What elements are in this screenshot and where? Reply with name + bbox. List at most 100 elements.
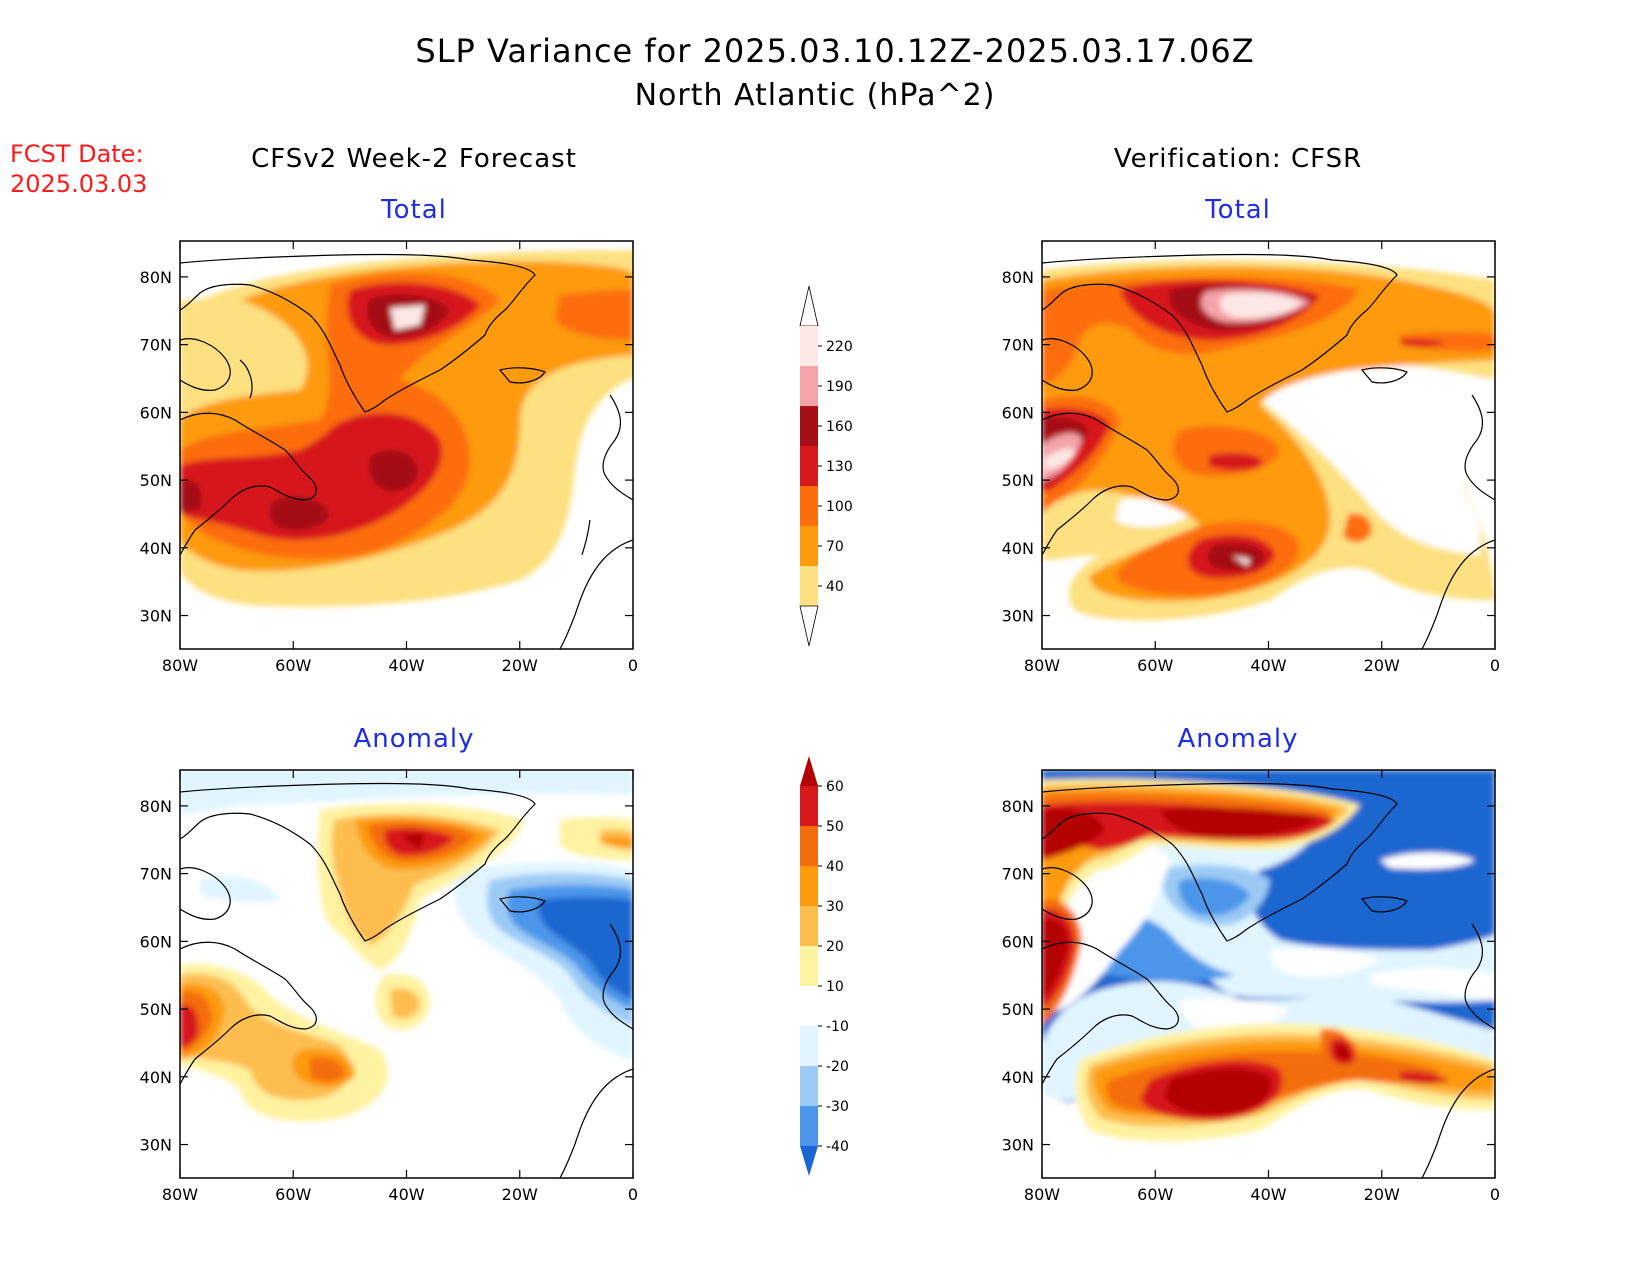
lat-tick-label: 30N	[1002, 1136, 1034, 1155]
coastline-forecast-total	[180, 253, 633, 649]
map-verification-total	[1042, 241, 1495, 649]
lon-tick-label: 80W	[162, 656, 198, 675]
colorbar-anomaly-label: -20	[826, 1059, 849, 1075]
panel-title-forecast-total: Total	[380, 195, 447, 225]
colorbar-total-label: 220	[826, 339, 853, 355]
lon-tick-label: 0	[1490, 656, 1500, 675]
lon-tick-label: 0	[1490, 1185, 1500, 1204]
colorbar-anomaly-swatch	[800, 946, 818, 986]
colorbar-anomaly-swatch	[800, 826, 818, 866]
colorbar-anomaly-swatch	[800, 906, 818, 946]
colorbar-total: 220 190 160 130 100 70 40	[799, 285, 853, 647]
figure-title-line1: SLP Variance for 2025.03.10.12Z-2025.03.…	[415, 32, 1254, 70]
panel-frames: 80N 70N 60N 50N 40N 30N 80W 60W 40W 20W 0 80N 70N 60N…	[140, 240, 1500, 1204]
axes-verification-anomaly: 80N 70N 60N 50N 40N 30N 80W 60W 40W 20W 0	[1002, 769, 1500, 1204]
colorbar-total-swatch	[800, 486, 818, 526]
axes-forecast-total: 80N 70N 60N 50N 40N 30N 80W 60W 40W 20W 0	[140, 240, 638, 675]
colorbar-total-bottom-arrow	[799, 605, 819, 647]
lon-tick-label: 20W	[502, 1185, 538, 1204]
lon-tick-label: 40W	[388, 656, 424, 675]
colorbar-total-label: 160	[826, 419, 853, 435]
figure-title-line2: North Atlantic (hPa^2)	[635, 78, 996, 113]
colorbar-anomaly-label: 30	[826, 899, 844, 915]
lon-tick-label: 60W	[1137, 1185, 1173, 1204]
panel-title-forecast-anomaly: Anomaly	[353, 724, 474, 754]
lon-tick-label: 0	[628, 656, 638, 675]
lon-tick-label: 60W	[1137, 656, 1173, 675]
lon-tick-label: 20W	[1364, 1185, 1400, 1204]
lon-tick-label: 60W	[275, 1185, 311, 1204]
colorbar-anomaly-label: -40	[826, 1139, 849, 1155]
column-title-verification: Verification: CFSR	[1114, 144, 1362, 174]
colorbar-total-swatch	[800, 326, 818, 366]
colorbar-total-label: 190	[826, 379, 853, 395]
colorbar-anomaly-swatch	[800, 786, 818, 826]
lon-tick-label: 40W	[1250, 656, 1286, 675]
map-forecast-anomaly	[180, 770, 633, 1178]
colorbar-anomaly-label: -30	[826, 1099, 849, 1115]
lat-tick-label: 80N	[1002, 268, 1034, 287]
lat-tick-label: 60N	[1002, 403, 1034, 422]
lat-tick-label: 70N	[140, 865, 172, 884]
colorbar-anomaly-top-arrow	[800, 756, 818, 786]
colorbar-total-swatch	[800, 526, 818, 566]
lat-tick-label: 80N	[140, 268, 172, 287]
colorbar-anomaly-swatch	[800, 1066, 818, 1106]
colorbar-anomaly-label: 40	[826, 859, 844, 875]
lat-tick-label: 40N	[1002, 539, 1034, 558]
lon-tick-label: 80W	[1024, 1185, 1060, 1204]
lat-tick-label: 50N	[1002, 471, 1034, 490]
colorbar-total-swatch	[800, 566, 818, 606]
lon-tick-label: 20W	[502, 656, 538, 675]
lat-tick-label: 80N	[140, 797, 172, 816]
coastline-verification-total	[1042, 253, 1495, 649]
lon-tick-label: 20W	[1364, 656, 1400, 675]
lat-tick-label: 50N	[140, 1000, 172, 1019]
lat-tick-label: 60N	[1002, 932, 1034, 951]
lon-tick-label: 80W	[162, 1185, 198, 1204]
colorbar-total-swatch	[800, 406, 818, 446]
colorbar-total-label: 40	[826, 579, 844, 595]
lat-tick-label: 60N	[140, 403, 172, 422]
colorbar-total-label: 130	[826, 459, 853, 475]
lat-tick-label: 30N	[1002, 607, 1034, 626]
column-title-forecast: CFSv2 Week-2 Forecast	[251, 144, 577, 174]
axes-verification-total: 80N 70N 60N 50N 40N 30N 80W 60W 40W 20W 0	[1002, 240, 1500, 675]
lon-tick-label: 40W	[388, 1185, 424, 1204]
panel-title-verification-anomaly: Anomaly	[1177, 724, 1298, 754]
lat-tick-label: 60N	[140, 932, 172, 951]
lat-tick-label: 40N	[140, 539, 172, 558]
axes-forecast-anomaly: 80N 70N 60N 50N 40N 30N 80W 60W 40W 20W 0	[140, 769, 638, 1204]
colorbar-total-swatch	[800, 366, 818, 406]
colorbar-anomaly-label: 50	[826, 819, 844, 835]
lat-tick-label: 70N	[1002, 865, 1034, 884]
colorbar-anomaly-swatch	[800, 1106, 818, 1146]
lon-tick-label: 60W	[275, 656, 311, 675]
colorbar-anomaly-label: -10	[826, 1019, 849, 1035]
colorbar-total-label: 70	[826, 539, 844, 555]
lat-tick-label: 40N	[140, 1068, 172, 1087]
panel-title-verification-total: Total	[1204, 195, 1271, 225]
colorbar-anomaly-label: 10	[826, 979, 844, 995]
lon-tick-label: 0	[628, 1185, 638, 1204]
lat-tick-label: 50N	[140, 471, 172, 490]
lat-tick-label: 70N	[140, 336, 172, 355]
lat-tick-label: 80N	[1002, 797, 1034, 816]
lat-tick-label: 30N	[140, 607, 172, 626]
colorbar-anomaly-bottom-arrow	[800, 1146, 818, 1176]
colorbar-anomaly-swatch	[800, 986, 818, 1026]
lat-tick-label: 40N	[1002, 1068, 1034, 1087]
coastline-verification-anomaly	[1042, 782, 1495, 1178]
coastlines	[180, 253, 1495, 1178]
map-forecast-total	[180, 241, 633, 649]
colorbar-anomaly-label: 60	[826, 779, 844, 795]
lon-tick-label: 40W	[1250, 1185, 1286, 1204]
colorbar-total-swatch	[800, 446, 818, 486]
colorbar-anomaly-swatch	[800, 866, 818, 906]
lat-tick-label: 70N	[1002, 336, 1034, 355]
lon-tick-label: 80W	[1024, 656, 1060, 675]
colorbar-anomaly-label: 20	[826, 939, 844, 955]
colorbar-anomaly-swatch	[800, 1026, 818, 1066]
coastline-forecast-anomaly	[180, 782, 633, 1178]
